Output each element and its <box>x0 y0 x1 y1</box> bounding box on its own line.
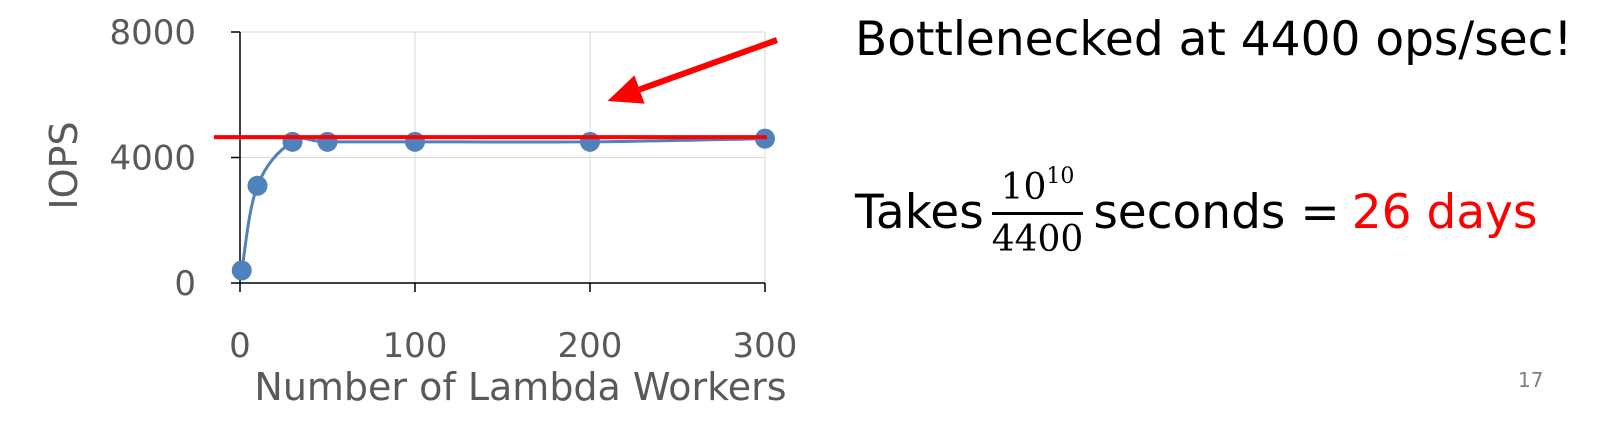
x-tick-label-0: 0 <box>229 326 251 366</box>
y-tick-label-2: 8000 <box>109 13 196 53</box>
data-point-2 <box>282 131 303 152</box>
data-point-0 <box>231 260 252 281</box>
y-axis-title: IOPS <box>42 121 86 209</box>
chart-series <box>231 128 775 281</box>
data-point-1 <box>247 175 268 196</box>
takes-prefix: Takes <box>855 184 984 240</box>
x-tick-label-3: 300 <box>733 326 798 366</box>
chart-grid <box>240 31 766 283</box>
numerator-exponent: 10 <box>1046 164 1075 189</box>
numerator-base: 10 <box>1000 167 1047 208</box>
iops-chart: 0 100 200 300 0 4000 8000 Number of Lambda Work… <box>42 13 797 409</box>
headline: Bottlenecked at 4400 ops/sec! <box>855 12 1573 67</box>
fraction-bar <box>991 212 1084 215</box>
page-number: 17 <box>1518 368 1544 392</box>
duration-calculation: Takes 1010 4400 seconds = 26 days <box>855 152 1537 272</box>
data-point-3 <box>317 131 338 152</box>
x-tick-label-1: 100 <box>383 326 448 366</box>
takes-suffix: seconds = <box>1093 184 1340 240</box>
arrow-shaft <box>638 37 779 93</box>
x-tick-label-2: 200 <box>558 326 623 366</box>
fraction-numerator: 1010 <box>995 164 1081 212</box>
data-point-5 <box>580 131 600 152</box>
arrow-head <box>607 75 645 104</box>
fraction-denominator: 4400 <box>991 219 1084 260</box>
ops-fraction: 1010 4400 <box>991 164 1084 260</box>
x-axis-title: Number of Lambda Workers <box>254 365 786 409</box>
chart-annotations <box>214 37 779 140</box>
chart-labels: 0 100 200 300 0 4000 8000 Number of Lambda Work… <box>42 13 797 409</box>
y-tick-label-0: 0 <box>174 264 196 304</box>
takes-result: 26 days <box>1351 184 1538 240</box>
y-tick-label-1: 4000 <box>109 139 196 179</box>
series-line-0 <box>240 136 766 271</box>
data-point-4 <box>405 131 425 152</box>
chart-axes <box>231 31 766 292</box>
